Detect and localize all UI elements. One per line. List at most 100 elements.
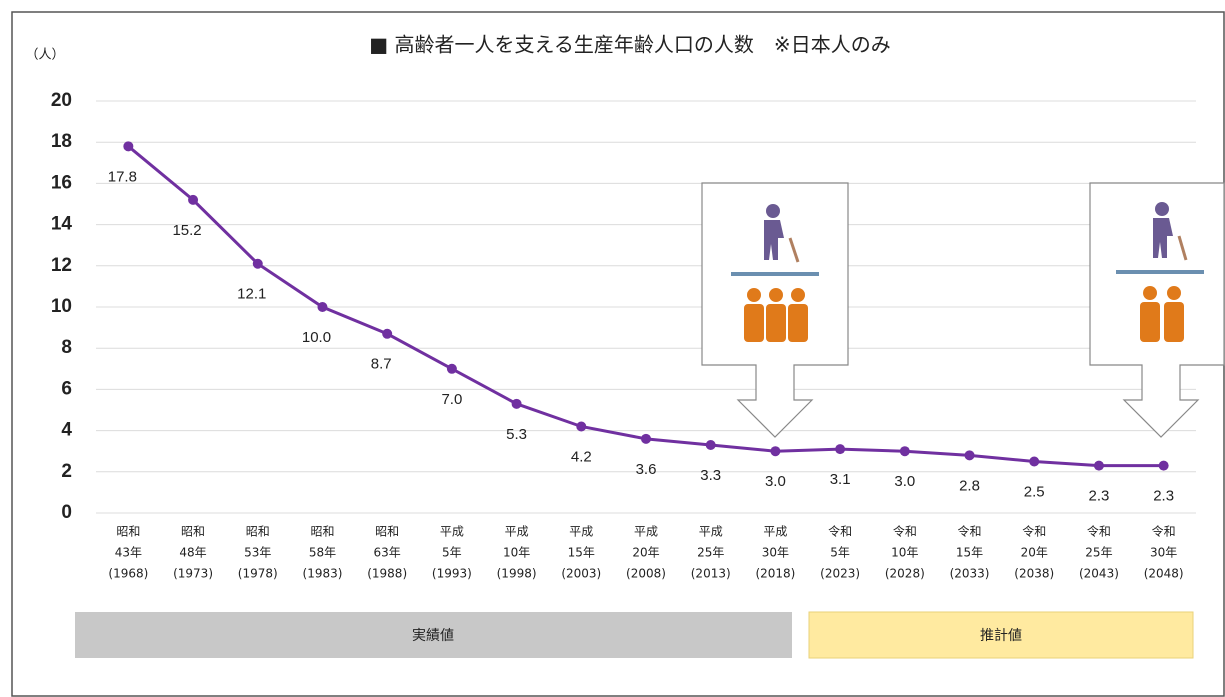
x-tick-label: (2023) [820,567,860,581]
x-tick-label: (1983) [303,567,343,581]
icon-box [701,182,849,438]
x-tick-label: (2048) [1144,567,1184,581]
x-tick-label: (2043) [1079,567,1119,581]
y-tick-label: 10 [51,296,72,317]
value-label: 3.0 [894,473,915,490]
x-tick-label: 平成 [634,525,658,539]
x-tick-label: 20年 [632,546,659,560]
y-tick-label: 16 [51,172,72,193]
x-tick-label: 令和 [958,524,982,539]
x-tick-label: 平成 [569,525,593,539]
value-label: 3.3 [700,467,721,484]
x-tick-label: 63年 [374,546,401,560]
value-label: 3.6 [636,461,657,478]
period-label: 推計値 [980,628,1022,644]
y-tick-label: 18 [51,131,72,152]
value-label: 3.1 [830,471,851,488]
x-tick-label: 昭和 [375,525,399,539]
value-label: 15.2 [172,222,201,239]
x-tick-label: 平成 [440,525,464,539]
x-tick-label: 30年 [1150,546,1177,560]
x-tick-label: 昭和 [181,525,205,539]
point [511,398,522,409]
x-tick-label: (1968) [108,567,148,581]
x-tick-label: (2013) [691,567,731,581]
x-tick-label: 53年 [244,546,271,560]
x-tick-label: 令和 [828,524,852,539]
x-tick-label: 25年 [697,546,724,560]
point [835,444,846,455]
y-tick-label: 8 [61,337,72,358]
x-tick-label: (1988) [367,567,407,581]
y-tick-label: 4 [61,420,72,441]
x-tick-label: 48年 [179,546,206,560]
value-label: 5.3 [506,426,527,443]
point [123,141,134,152]
point [317,302,328,312]
x-tick-label: (1978) [238,567,278,581]
x-tick-label: 平成 [699,525,723,539]
icons [701,182,1225,438]
x-tick-label: 昭和 [310,525,334,539]
value-label: 2.3 [1089,488,1110,505]
point [252,258,263,269]
point [770,446,781,457]
y-tick-label: 12 [51,255,72,276]
x-tick-label: 15年 [956,546,983,560]
x-tick-label: (2008) [626,567,666,581]
value-label: 17.8 [108,168,137,185]
chart-title: ■ 高齢者一人を支える生産年齢人口の人数 ※日本人のみ [369,33,890,57]
value-label: 3.0 [765,473,786,490]
x-tick-label: (1993) [432,567,472,581]
x-tick-label: (1998) [497,567,537,581]
x-tick-label: (2033) [950,567,990,581]
x-tick-label: (2018) [755,567,795,581]
point [899,446,910,457]
x-tick-label: 58年 [309,546,336,560]
value-label: 2.3 [1153,488,1174,505]
point [576,421,587,432]
x-tick-label: (1973) [173,567,213,581]
x-tick-label: 令和 [1152,524,1176,539]
x-tick-label: 15年 [568,546,595,560]
value-label: 7.0 [441,391,462,408]
x-tick-label: (2038) [1014,567,1054,581]
point [446,363,457,374]
y-axis-unit: （人） [25,48,64,63]
y-tick-label: 0 [61,502,72,523]
value-label: 2.8 [959,477,980,494]
icon-box [1089,182,1225,438]
y-tick-label: 6 [61,378,72,399]
x-tick-label: 昭和 [116,525,140,539]
x-tick-label: 43年 [115,546,142,560]
point [382,328,393,339]
x-tick-label: 令和 [1087,524,1111,539]
frame [11,11,1225,697]
x-tick-label: 10年 [891,546,918,560]
period-band [808,611,1194,659]
point [705,440,716,451]
point [964,450,975,461]
x-tick-label: 昭和 [246,525,270,539]
point [188,194,199,205]
x-tick-label: 平成 [763,525,787,539]
x-tick-label: 平成 [505,525,529,539]
value-label: 12.1 [237,286,266,303]
y-tick-label: 14 [51,214,73,235]
x-tick-label: 25年 [1085,546,1112,560]
y-tick-label: 20 [51,90,72,111]
x-tick-label: 30年 [762,546,789,560]
period-label: 実績値 [412,628,454,644]
x-tick-label: (2003) [561,567,601,581]
point [1029,456,1040,467]
x-tick-label: 令和 [893,524,917,539]
value-label: 4.2 [571,448,592,465]
point [1158,460,1169,471]
point [641,433,651,444]
period-band [75,612,792,658]
value-label: 2.5 [1024,483,1045,500]
x-tick-label: (2028) [885,567,925,581]
x-tick-label: 5年 [830,546,850,560]
x-tick-label: 20年 [1021,546,1048,560]
